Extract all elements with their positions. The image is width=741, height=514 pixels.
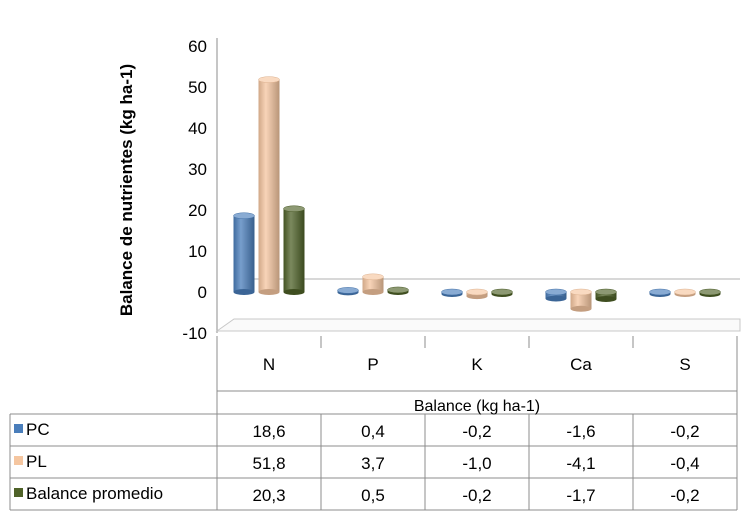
legend-swatch-pc: [14, 424, 23, 433]
bar-balance-promedio-ca: [595, 288, 617, 302]
x-axis-label: Balance (kg ha-1): [414, 398, 540, 415]
legend-entry: Balance promedio: [26, 484, 163, 503]
x-tick-label: Ca: [570, 355, 592, 374]
bar-pl-k: [466, 288, 488, 300]
data-label: -1,6: [566, 422, 595, 441]
data-label: -0,2: [670, 422, 699, 441]
bar-pl-ca: [570, 288, 592, 312]
data-label: -0,4: [670, 454, 699, 473]
y-tick-label: 0: [198, 283, 207, 302]
bar-pl-p: [362, 273, 384, 295]
y-tick-label: 30: [188, 160, 207, 179]
chart-axes: 60 50 40 30 20 10 0 -10: [182, 37, 741, 343]
bar-pc-p: [337, 287, 359, 296]
data-label: -0,2: [670, 486, 699, 505]
bar-pc-k: [441, 288, 463, 297]
data-label: 20,3: [252, 486, 285, 505]
bar-pl-s: [674, 288, 696, 297]
bar-balance-promedio-p: [387, 286, 409, 295]
data-label: 18,6: [252, 422, 285, 441]
data-label: 51,8: [252, 454, 285, 473]
bar-pc-n: [233, 212, 255, 295]
data-label: -1,0: [462, 454, 491, 473]
data-label: -0,2: [462, 422, 491, 441]
bar-pc-s: [649, 288, 671, 297]
bar-balance-promedio-k: [491, 288, 513, 297]
legend-swatch-pl: [14, 456, 23, 465]
data-label: -0,2: [462, 486, 491, 505]
chart-bars: [233, 76, 721, 312]
bar-balance-promedio-s: [699, 288, 721, 297]
data-table: N P K Ca S Balance (kg ha-1) PC 18,6 0,4 -0,2 -1,6…: [9, 336, 738, 511]
y-tick-label: 10: [188, 242, 207, 261]
x-tick-label: P: [367, 355, 378, 374]
y-tick-label: 40: [188, 119, 207, 138]
data-label: 0,5: [361, 486, 385, 505]
y-tick-label: 20: [188, 201, 207, 220]
x-tick-label: S: [679, 355, 690, 374]
y-tick-label: -10: [182, 324, 207, 343]
bar-pc-ca: [545, 288, 567, 302]
data-label: -4,1: [566, 454, 595, 473]
bar-pl-n: [258, 76, 280, 295]
data-label: -1,7: [566, 486, 595, 505]
data-label: 3,7: [361, 454, 385, 473]
y-tick-label: 60: [188, 37, 207, 56]
x-tick-label: N: [263, 355, 275, 374]
chart-floor: [215, 318, 741, 332]
legend-swatch-balance-promedio: [14, 488, 23, 497]
x-tick-label: K: [471, 355, 483, 374]
data-label: 0,4: [361, 422, 385, 441]
y-tick-label: 50: [188, 78, 207, 97]
bar-balance-promedio-n: [283, 205, 305, 295]
legend-entry: PC: [26, 420, 50, 439]
legend-entry: PL: [26, 452, 47, 471]
